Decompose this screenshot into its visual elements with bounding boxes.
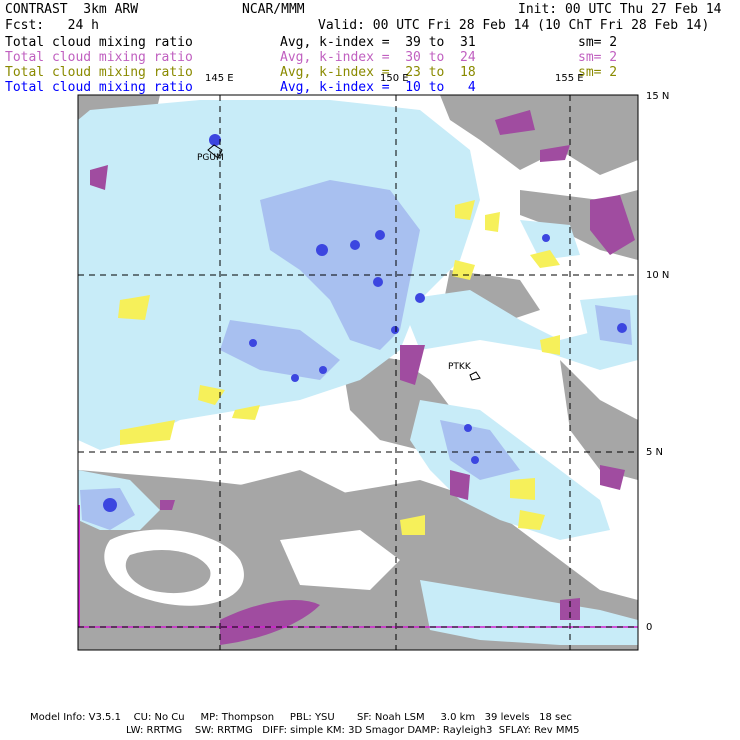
product-title: CONTRAST 3km ARW	[5, 2, 139, 17]
lat-lon-grid	[78, 95, 638, 650]
mid-level-cloud-yellow	[118, 200, 560, 535]
lat-label-5n: 5 N	[646, 447, 664, 458]
legend-sm: sm= 2	[578, 65, 618, 80]
legend-field: Total cloud mixing ratio	[5, 80, 193, 95]
valid-time: Valid: 00 UTC Fri 28 Feb 14 (10 ChT Fri …	[318, 18, 710, 33]
forecast-hour: Fcst: 24 h	[5, 18, 99, 33]
legend-stat: Avg, k-index = 30 to 24	[280, 50, 476, 65]
legend-field: Total cloud mixing ratio	[5, 50, 193, 65]
lon-label-150: 150 E	[380, 73, 409, 84]
lon-label-155: 155 E	[555, 73, 584, 84]
coastline	[207, 144, 481, 381]
legend-sm: sm= 2	[578, 35, 618, 50]
legend-stat: Avg, k-index = 10 to 4	[280, 80, 476, 95]
map-frame	[77, 94, 639, 651]
lat-label-0: 0	[646, 622, 653, 633]
legend-stat: Avg, k-index = 39 to 31	[280, 35, 476, 50]
high-cloud-purple	[90, 110, 635, 645]
legend-field: Total cloud mixing ratio	[5, 65, 193, 80]
clear-sky-gaps	[104, 529, 400, 606]
lon-label-145: 145 E	[205, 73, 234, 84]
legend-stat: Avg, k-index = 23 to 18	[280, 65, 476, 80]
init-time: Init: 00 UTC Thu 27 Feb 14	[518, 2, 722, 17]
convective-cores	[103, 134, 627, 512]
legend-sm: sm= 2	[578, 50, 618, 65]
lat-label-15n: 15 N	[646, 91, 670, 102]
lat-label-10n: 10 N	[646, 270, 670, 281]
model-info-line1: Model Info: V3.5.1 CU: No Cu MP: Thompso…	[30, 712, 572, 723]
center-name: NCAR/MMM	[242, 2, 305, 17]
model-info-line2: LW: RRTMG SW: RRTMG DIFF: simple KM: 3D …	[126, 725, 580, 736]
legend-field: Total cloud mixing ratio	[5, 35, 193, 50]
station-pgum: PGUM	[197, 153, 224, 163]
station-ptkk: PTKK	[448, 362, 471, 372]
